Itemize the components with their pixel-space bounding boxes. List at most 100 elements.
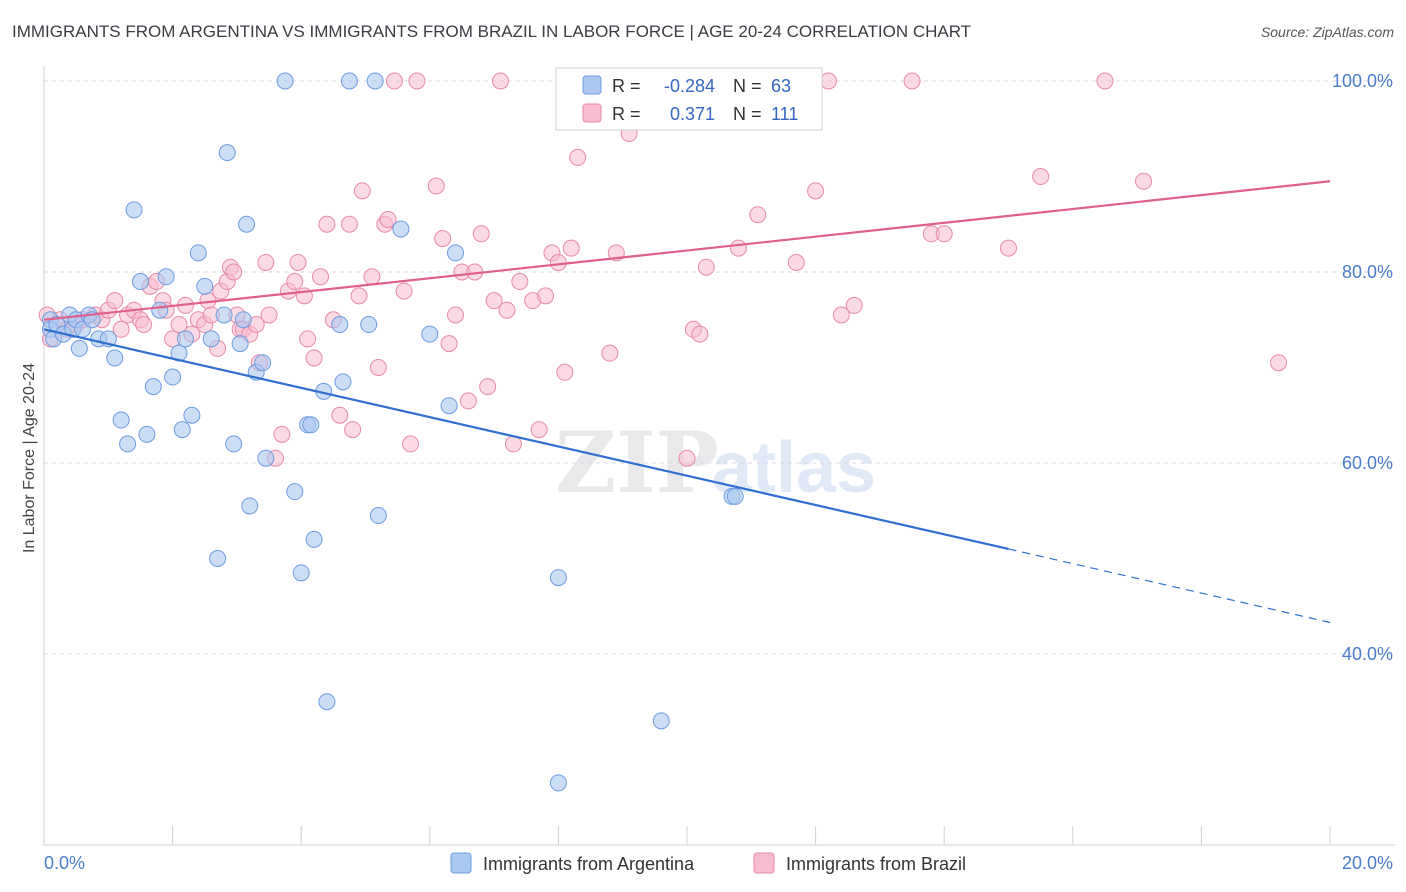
brazil-point xyxy=(395,282,413,300)
argentina-point xyxy=(549,569,567,587)
argentina-point xyxy=(447,244,465,262)
argentina-n-label: N = xyxy=(733,76,762,96)
brazil-point xyxy=(311,268,329,286)
argentina-point xyxy=(119,435,137,453)
argentina-trend-extension xyxy=(1008,548,1331,624)
brazil-point xyxy=(350,287,368,305)
argentina-point xyxy=(238,215,256,233)
argentina-point xyxy=(225,435,243,453)
brazil-point xyxy=(562,239,580,257)
brazil-r-label: R = xyxy=(612,104,641,124)
argentina-point xyxy=(366,72,384,90)
brazil-point xyxy=(135,316,153,334)
brazil-point xyxy=(569,148,587,166)
axes xyxy=(43,66,1395,846)
brazil-point xyxy=(479,378,497,396)
brazil-point xyxy=(434,230,452,248)
brazil-point xyxy=(170,316,188,334)
brazil-point xyxy=(427,177,445,195)
legend-brazil-label: Immigrants from Brazil xyxy=(786,854,966,874)
argentina-point xyxy=(157,268,175,286)
brazil-point xyxy=(318,215,336,233)
brazil-point xyxy=(537,287,555,305)
brazil-point xyxy=(379,210,397,228)
argentina-point xyxy=(189,244,207,262)
brazil-point xyxy=(1000,239,1017,257)
brazil-point xyxy=(289,253,307,271)
argentina-point xyxy=(549,774,567,792)
brazil-point xyxy=(485,292,503,310)
argentina-point xyxy=(302,416,320,434)
series-legend: Immigrants from Argentina Immigrants fro… xyxy=(450,852,966,874)
y-tick-label-40: 40.0% xyxy=(1342,644,1393,664)
brazil-point xyxy=(787,253,805,271)
argentina-point xyxy=(369,507,387,525)
brazil-point xyxy=(1270,354,1288,372)
brazil-point xyxy=(340,215,358,233)
argentina-point xyxy=(106,349,124,367)
brazil-r-value: 0.371 xyxy=(670,104,715,124)
argentina-point xyxy=(257,449,275,467)
source-credit: Source: ZipAtlas.com xyxy=(1260,24,1394,40)
x-tick-label-min: 0.0% xyxy=(44,853,85,873)
argentina-point xyxy=(276,72,294,90)
argentina-point xyxy=(183,406,201,424)
argentina-point xyxy=(392,220,410,238)
brazil-point xyxy=(819,72,837,90)
argentina-point xyxy=(112,411,130,429)
argentina-point xyxy=(331,316,349,334)
brazil-point xyxy=(331,406,349,424)
argentina-point xyxy=(286,483,304,501)
watermark: ZIP atlas xyxy=(555,413,876,512)
argentina-point xyxy=(318,693,336,711)
brazil-point xyxy=(459,392,477,410)
brazil-n-label: N = xyxy=(733,104,762,124)
brazil-point xyxy=(1032,168,1050,185)
argentina-point xyxy=(421,325,439,343)
brazil-n-value: 111 xyxy=(771,104,798,124)
argentina-point xyxy=(360,316,378,334)
argentina-r-label: R = xyxy=(612,76,641,96)
brazil-point xyxy=(408,72,426,90)
argentina-point xyxy=(340,72,358,90)
brazil-point xyxy=(903,72,921,90)
brazil-point xyxy=(225,263,243,281)
argentina-point xyxy=(440,397,458,415)
x-tick-label-max: 20.0% xyxy=(1342,853,1393,873)
brazil-point xyxy=(935,225,953,243)
argentina-point xyxy=(131,273,149,291)
brazil-point xyxy=(807,182,825,200)
brazil-point xyxy=(845,296,863,314)
argentina-point xyxy=(292,564,310,582)
argentina-point xyxy=(151,301,169,319)
brazil-point xyxy=(832,306,850,324)
brazil-point xyxy=(257,253,275,271)
brazil-point xyxy=(472,225,490,243)
argentina-point xyxy=(164,368,182,386)
brazil-point xyxy=(498,301,516,319)
brazil-point xyxy=(440,335,458,353)
brazil-point xyxy=(729,239,747,257)
chart-title: IMMIGRANTS FROM ARGENTINA VS IMMIGRANTS … xyxy=(12,22,972,41)
argentina-r-value: -0.284 xyxy=(664,76,715,96)
brazil-point xyxy=(1096,72,1114,90)
argentina-point xyxy=(305,530,323,548)
argentina-point xyxy=(202,330,220,348)
argentina-point xyxy=(196,277,214,295)
argentina-point xyxy=(218,144,236,162)
argentina-point xyxy=(334,373,352,391)
argentina-point xyxy=(125,201,143,219)
brazil-point xyxy=(1135,172,1153,190)
y-tick-label-60: 60.0% xyxy=(1342,453,1393,473)
argentina-point xyxy=(726,487,744,505)
brazil-point xyxy=(363,268,381,286)
brazil-point xyxy=(385,72,403,90)
argentina-point xyxy=(173,421,191,439)
y-tick-labels: 40.0% 60.0% 80.0% 100.0% xyxy=(1332,71,1393,664)
grid-lines xyxy=(44,80,1395,655)
argentina-point xyxy=(234,311,252,329)
argentina-point xyxy=(70,339,88,357)
brazil-point xyxy=(530,421,548,439)
argentina-point xyxy=(176,330,194,348)
brazil-point xyxy=(678,449,696,467)
